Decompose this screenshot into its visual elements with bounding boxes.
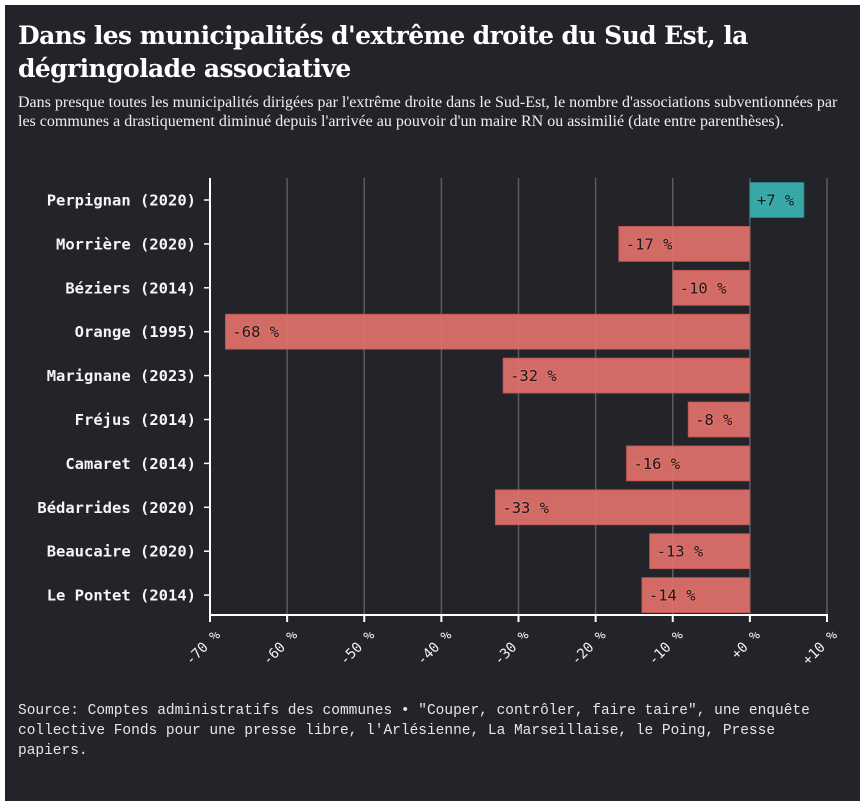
y-tick-label: Le Pontet (2014) bbox=[47, 587, 196, 605]
bars: +7 % -17 % -10 % -68 % -32 % -8 % -16 % -33 % -1… bbox=[225, 182, 805, 613]
y-tick-label: Beaucaire (2020) bbox=[47, 543, 196, 561]
x-tick-label: -50 % bbox=[337, 627, 379, 669]
y-tick-label: Camaret (2014) bbox=[65, 455, 196, 473]
bar-beaucaire-2020 bbox=[649, 533, 751, 570]
source-note: Source: Comptes administratifs des commu… bbox=[18, 703, 810, 759]
y-tick-label: Perpignan (2020) bbox=[47, 192, 196, 210]
bar-le-pontet-2014 bbox=[641, 577, 751, 613]
chart-title: Dans les municipalités d'extrême droite … bbox=[18, 21, 748, 83]
x-tick-label: -40 % bbox=[414, 627, 456, 669]
y-tick-label: Orange (1995) bbox=[75, 323, 196, 341]
x-tick-label: +10 % bbox=[800, 627, 842, 669]
x-tick-label: -10 % bbox=[645, 627, 687, 669]
value-label: +7 % bbox=[757, 192, 795, 210]
bar-morri-re-2020 bbox=[618, 225, 751, 262]
y-tick-label: Béziers (2014) bbox=[65, 279, 196, 297]
y-tick-label: Bédarrides (2020) bbox=[37, 499, 196, 517]
chart-subtitle: Dans presque toutes les municipalités di… bbox=[18, 94, 838, 130]
y-tick-label: Marignane (2023) bbox=[47, 367, 196, 385]
bar-orange-1995 bbox=[225, 313, 751, 350]
value-label: -68 % bbox=[232, 323, 279, 341]
y-tick-label: Morrière (2020) bbox=[56, 235, 196, 253]
value-label: -13 % bbox=[657, 543, 704, 561]
value-label: -17 % bbox=[626, 235, 673, 253]
x-tick-label: -30 % bbox=[491, 627, 533, 669]
value-label: -8 % bbox=[695, 411, 733, 429]
bar-perpignan-2020 bbox=[749, 182, 805, 218]
value-label: -10 % bbox=[680, 279, 727, 297]
bar-fr-jus-2014 bbox=[687, 401, 751, 438]
bar-b-darrides-2020 bbox=[494, 489, 751, 526]
y-tick-label: Fréjus (2014) bbox=[75, 411, 196, 429]
value-label: -14 % bbox=[649, 587, 696, 605]
value-label: -32 % bbox=[510, 367, 557, 385]
x-tick-label: -70 % bbox=[183, 627, 225, 669]
value-label: -16 % bbox=[633, 455, 680, 473]
bar-b-ziers-2014 bbox=[672, 269, 751, 306]
bar-camaret-2014 bbox=[626, 445, 751, 482]
x-tick-label: -20 % bbox=[568, 627, 610, 669]
bar-marignane-2023 bbox=[502, 357, 751, 394]
x-tick-label: +0 % bbox=[728, 627, 764, 663]
x-tick-label: -60 % bbox=[260, 627, 302, 669]
value-label: -33 % bbox=[502, 499, 549, 517]
